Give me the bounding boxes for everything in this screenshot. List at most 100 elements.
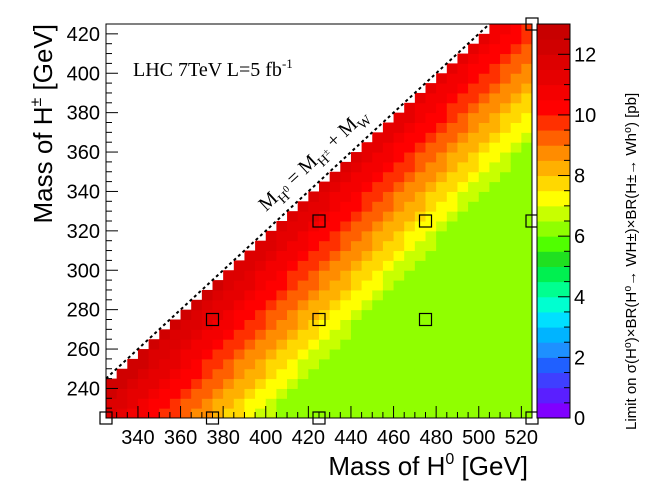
grid-point-markers: [99, 17, 539, 425]
heatmap-cell: [500, 73, 512, 84]
heatmap-cell: [478, 270, 490, 281]
heatmap-cell: [425, 122, 437, 133]
heatmap-cell: [510, 132, 522, 143]
heatmap-cell: [478, 43, 490, 55]
heatmap-cell: [308, 230, 320, 242]
heatmap-cell: [500, 211, 512, 222]
heatmap-cell: [265, 319, 277, 330]
heatmap-cell: [127, 368, 139, 380]
heatmap-cell: [329, 388, 341, 399]
heatmap-cell: [340, 309, 352, 320]
heatmap-cell: [404, 329, 416, 340]
heatmap-cell: [361, 378, 373, 389]
heatmap-cell: [201, 398, 213, 409]
heatmap-cell: [276, 398, 288, 409]
heatmap-cell: [244, 329, 256, 340]
heatmap-cell: [457, 250, 469, 261]
heatmap-cell: [319, 250, 331, 261]
heatmap-cell: [446, 309, 458, 320]
heatmap-cell: [414, 112, 426, 123]
heatmap-cell: [404, 289, 416, 301]
heatmap-cell: [468, 63, 480, 74]
heatmap-cell: [404, 181, 416, 192]
heatmap-cell: [510, 43, 522, 55]
color-bar-bin: [537, 387, 570, 404]
heatmap-cell: [510, 398, 522, 409]
color-bar-bin: [537, 402, 570, 419]
heatmap-cell: [500, 122, 512, 133]
heatmap-cell: [233, 378, 245, 389]
heatmap-cell: [361, 309, 373, 320]
heatmap-cell: [276, 270, 288, 281]
heatmap-cell: [404, 388, 416, 399]
grid-point-marker: [312, 214, 326, 228]
heatmap-cell: [265, 378, 277, 389]
heatmap-cell: [510, 221, 522, 232]
color-bar-bin: [537, 145, 570, 161]
x-tick-label: 440: [334, 427, 367, 449]
heatmap-cell: [468, 339, 480, 350]
heatmap-cell: [404, 280, 416, 291]
heatmap-cell: [223, 398, 235, 409]
heatmap-cell: [510, 280, 522, 291]
heatmap-cell: [436, 73, 448, 84]
heatmap-cell: [510, 92, 522, 104]
heatmap-cell: [276, 329, 288, 340]
heatmap-cell: [468, 398, 480, 409]
heatmap-cell: [276, 309, 288, 320]
heatmap-cell: [446, 299, 458, 311]
heatmap-cell: [404, 260, 416, 271]
heatmap-cell: [393, 398, 405, 409]
heatmap-cell: [382, 388, 395, 399]
heatmap-cell: [468, 388, 480, 399]
heatmap-cell: [446, 368, 458, 380]
heatmap-cell: [297, 368, 309, 380]
heatmap-cell: [393, 112, 405, 123]
heatmap-cell: [489, 349, 501, 360]
heatmap-cell: [340, 191, 352, 202]
heatmap-cell: [500, 329, 512, 340]
heatmap-cell: [500, 53, 512, 64]
heatmap-cell: [510, 161, 522, 173]
heatmap-cell: [393, 368, 405, 380]
heatmap-cell: [404, 230, 416, 242]
heatmap-cell: [500, 358, 512, 370]
heatmap-cell: [265, 339, 277, 350]
heatmap-cell: [340, 358, 352, 370]
heatmap-cell: [308, 191, 320, 202]
heatmap-cell: [329, 319, 341, 330]
heatmap-cell: [382, 230, 395, 242]
heatmap-cell: [329, 368, 341, 380]
heatmap-cell: [350, 358, 363, 370]
heatmap-cell: [287, 221, 299, 232]
z-tick-label: 2: [574, 347, 585, 369]
heatmap-cell: [169, 319, 182, 330]
color-bar-bin: [537, 54, 570, 70]
heatmap-cell: [500, 408, 512, 419]
x-tick-label: 360: [164, 427, 197, 449]
heatmap-cell: [191, 329, 203, 340]
heatmap-cell: [468, 83, 480, 94]
heatmap-cell: [191, 319, 203, 330]
y-tick-label: 400: [67, 63, 100, 85]
heatmap-cell: [436, 171, 448, 183]
grid-point-marker: [205, 411, 220, 425]
heatmap-cell: [393, 299, 405, 311]
heatmap-cell: [457, 368, 469, 380]
heatmap-cell: [521, 122, 533, 133]
heatmap-cell: [521, 230, 533, 242]
heatmap-cell: [489, 408, 501, 419]
heatmap-cell: [265, 408, 277, 419]
heatmap-cell: [287, 329, 299, 340]
heatmap-cell: [212, 358, 224, 370]
heatmap-cell: [436, 201, 448, 212]
heatmap-cell: [244, 368, 256, 380]
heatmap-cell: [510, 230, 522, 242]
heatmap-cell: [350, 181, 363, 192]
heatmap-cell: [446, 132, 458, 143]
heatmap-cell: [329, 408, 341, 419]
heatmap-cell: [372, 142, 384, 153]
heatmap-cell: [510, 250, 522, 261]
heatmap-cell: [116, 398, 128, 409]
heatmap-cell: [425, 152, 437, 163]
